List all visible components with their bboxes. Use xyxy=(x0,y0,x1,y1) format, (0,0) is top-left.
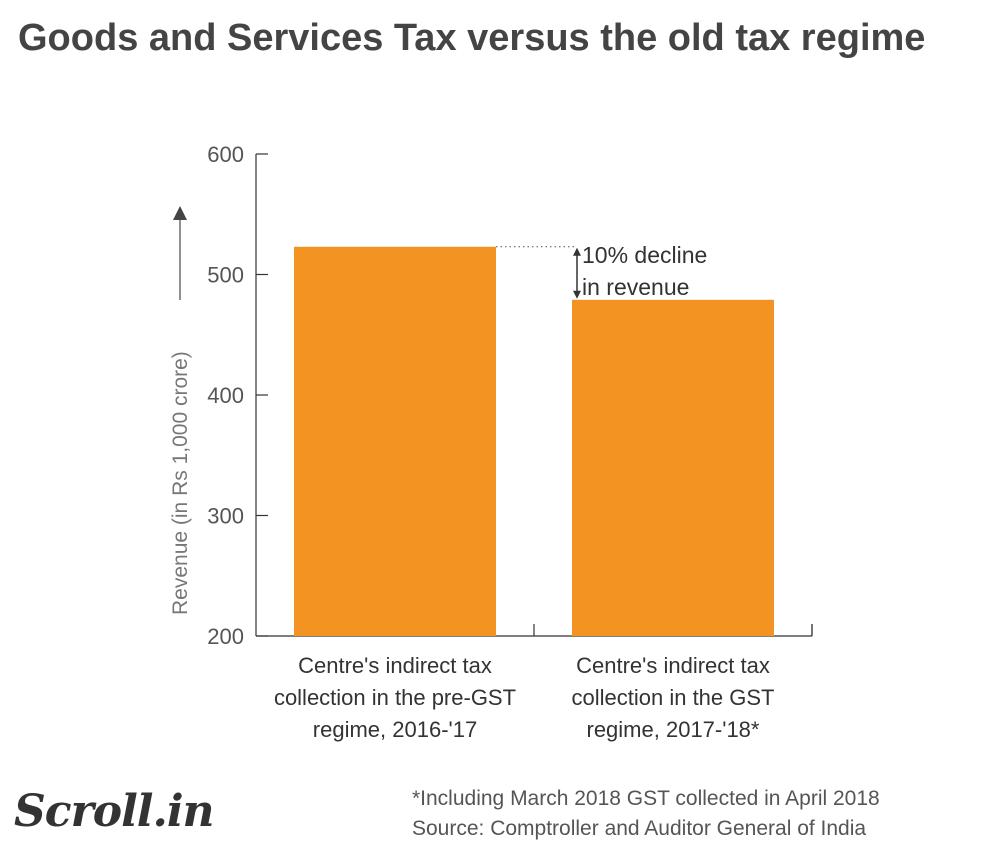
category-labels: Centre's indirect tax collection in the p… xyxy=(274,653,775,742)
x-category-label: Centre's indirect tax xyxy=(298,653,492,678)
x-category-label: regime, 2017-'18* xyxy=(587,717,760,742)
annotation-arrowhead-down xyxy=(573,290,581,299)
y-axis-label-arrowhead xyxy=(173,206,187,220)
bars xyxy=(294,246,774,636)
y-axis-ticks: 200 300 400 500 600 xyxy=(207,142,268,649)
annotation-text: in revenue xyxy=(582,274,689,300)
scroll-logo: Scroll.in xyxy=(14,786,215,837)
footnote-source: Source: Comptroller and Auditor General … xyxy=(412,817,867,840)
y-tick-label: 400 xyxy=(207,383,244,408)
annotation-arrowhead-up xyxy=(573,247,581,256)
y-tick-label: 600 xyxy=(207,142,244,167)
x-category-label: Centre's indirect tax xyxy=(576,653,770,678)
bar xyxy=(294,246,496,636)
y-axis-label-group: Revenue (in Rs 1,000 crore) xyxy=(169,206,192,615)
footnote-note: *Including March 2018 GST collected in A… xyxy=(412,787,880,810)
x-category-label: collection in the pre-GST xyxy=(274,685,516,710)
y-tick-label: 500 xyxy=(207,263,244,288)
annotation-text: 10% decline xyxy=(582,242,707,268)
y-axis-label: Revenue (in Rs 1,000 crore) xyxy=(169,351,192,615)
x-category-label: collection in the GST xyxy=(572,685,775,710)
chart-title: Goods and Services Tax versus the old ta… xyxy=(18,17,926,59)
footnote: *Including March 2018 GST collected in A… xyxy=(412,784,992,844)
y-tick-label: 300 xyxy=(207,504,244,529)
x-category-label: regime, 2016-'17 xyxy=(313,717,477,742)
y-tick-label: 200 xyxy=(207,624,244,649)
decline-annotation: 10% decline in revenue xyxy=(496,242,707,300)
bar xyxy=(572,299,774,636)
